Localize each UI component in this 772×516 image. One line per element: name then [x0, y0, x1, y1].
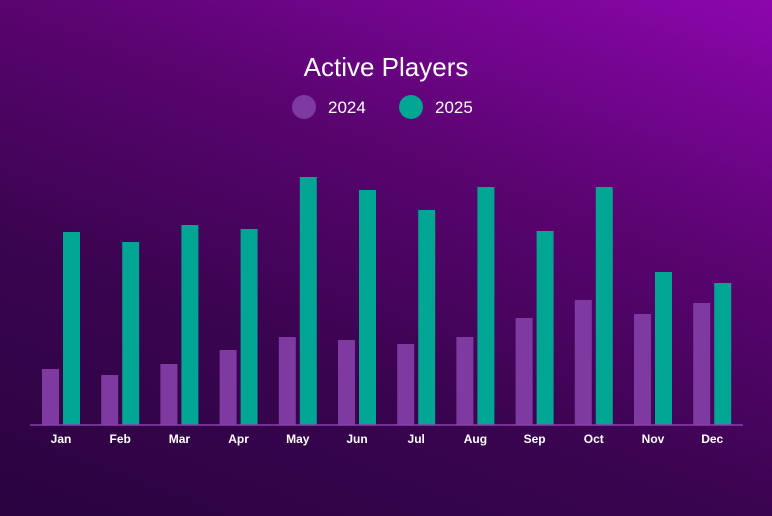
bar-2024-sep [515, 318, 533, 425]
bar-2024-jun [338, 340, 355, 425]
legend-marker-2025 [399, 95, 423, 119]
bar-2024-dec [693, 303, 711, 425]
bar-2025-jul [418, 210, 436, 425]
bar-2024-apr [219, 350, 237, 425]
bar-2025-oct [595, 187, 613, 425]
bar-2025-sep [536, 231, 554, 425]
x-tick-label: Jul [408, 432, 425, 446]
bar-2024-may [278, 337, 296, 425]
x-tick-label: Apr [228, 432, 249, 446]
bar-2024-nov [634, 314, 651, 425]
x-tick-label: Jun [346, 432, 367, 446]
bar-2025-feb [122, 242, 140, 425]
bar-2025-jan [63, 232, 80, 425]
bar-2024-feb [101, 375, 119, 425]
bar-2024-mar [160, 364, 178, 425]
legend: 2024 2025 [292, 95, 473, 119]
bar-2024-oct [574, 300, 592, 425]
bar-2025-nov [655, 272, 672, 425]
bar-2025-jun [359, 190, 376, 425]
x-tick-label: Feb [110, 432, 131, 446]
bar-2025-dec [714, 283, 732, 425]
bar-2025-may [299, 177, 317, 425]
x-axis-ticks: Jan Feb Mar Apr May Jun Jul Aug Sep Oct Nov Dec [51, 432, 724, 446]
chart-title: Active Players [304, 52, 469, 82]
x-tick-label: Sep [524, 432, 546, 446]
legend-marker-2024 [292, 95, 316, 119]
legend-label-2025: 2025 [435, 98, 473, 117]
x-tick-label: Dec [701, 432, 723, 446]
x-tick-label: Aug [464, 432, 487, 446]
x-tick-label: Oct [584, 432, 604, 446]
bar-2024-jan [42, 369, 59, 425]
bar-2024-jul [397, 344, 415, 425]
x-tick-label: Mar [169, 432, 191, 446]
legend-label-2024: 2024 [328, 98, 366, 117]
bars [42, 177, 732, 425]
bar-2025-mar [181, 225, 199, 425]
x-tick-label: Jan [51, 432, 72, 446]
x-tick-label: Nov [642, 432, 665, 446]
bar-2025-aug [477, 187, 495, 425]
bar-2024-aug [456, 337, 474, 425]
x-tick-label: May [286, 432, 310, 446]
bar-2025-apr [240, 229, 258, 425]
